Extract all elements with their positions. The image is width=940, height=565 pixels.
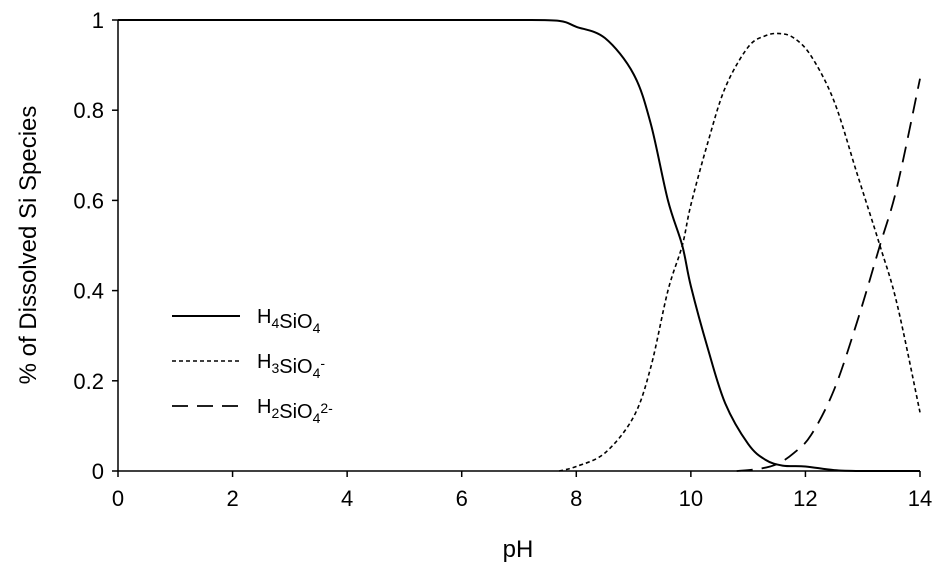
y-tick-label: 1 bbox=[92, 8, 104, 33]
y-tick-label: 0.2 bbox=[73, 369, 104, 394]
legend-label: H4SiO4 bbox=[257, 306, 321, 336]
series-line-solid bbox=[117, 18, 921, 473]
axes bbox=[117, 20, 920, 472]
x-tick-label: 8 bbox=[570, 486, 582, 511]
x-tick-label: 4 bbox=[341, 486, 353, 511]
y-tick-label: 0.8 bbox=[73, 98, 104, 123]
x-axis-title: pH bbox=[503, 536, 534, 563]
y-tick-label: 0.6 bbox=[73, 188, 104, 213]
x-tick-label: 10 bbox=[679, 486, 703, 511]
y-tick-label: 0.4 bbox=[73, 279, 104, 304]
legend-label: H2SiO42- bbox=[257, 396, 333, 426]
x-axis-ticks: 0 2 4 6 8 10 12 14 bbox=[112, 471, 932, 511]
series-line-dashed bbox=[736, 78, 921, 472]
y-axis-ticks: 0 0.2 0.4 0.6 0.8 1 bbox=[73, 8, 118, 484]
x-tick-label: 0 bbox=[112, 486, 124, 511]
x-tick-label: 14 bbox=[908, 486, 932, 511]
x-tick-label: 2 bbox=[226, 486, 238, 511]
x-tick-label: 12 bbox=[793, 486, 817, 511]
legend-label: H3SiO4- bbox=[257, 351, 325, 381]
series-lines bbox=[117, 18, 921, 473]
legend: H4SiO4 H3SiO4- H2SiO42- bbox=[172, 306, 333, 426]
y-tick-label: 0 bbox=[92, 459, 104, 484]
series-line-dotted bbox=[558, 32, 921, 472]
x-tick-label: 6 bbox=[456, 486, 468, 511]
y-axis-title: % of Dissolved Si Species bbox=[15, 106, 42, 385]
